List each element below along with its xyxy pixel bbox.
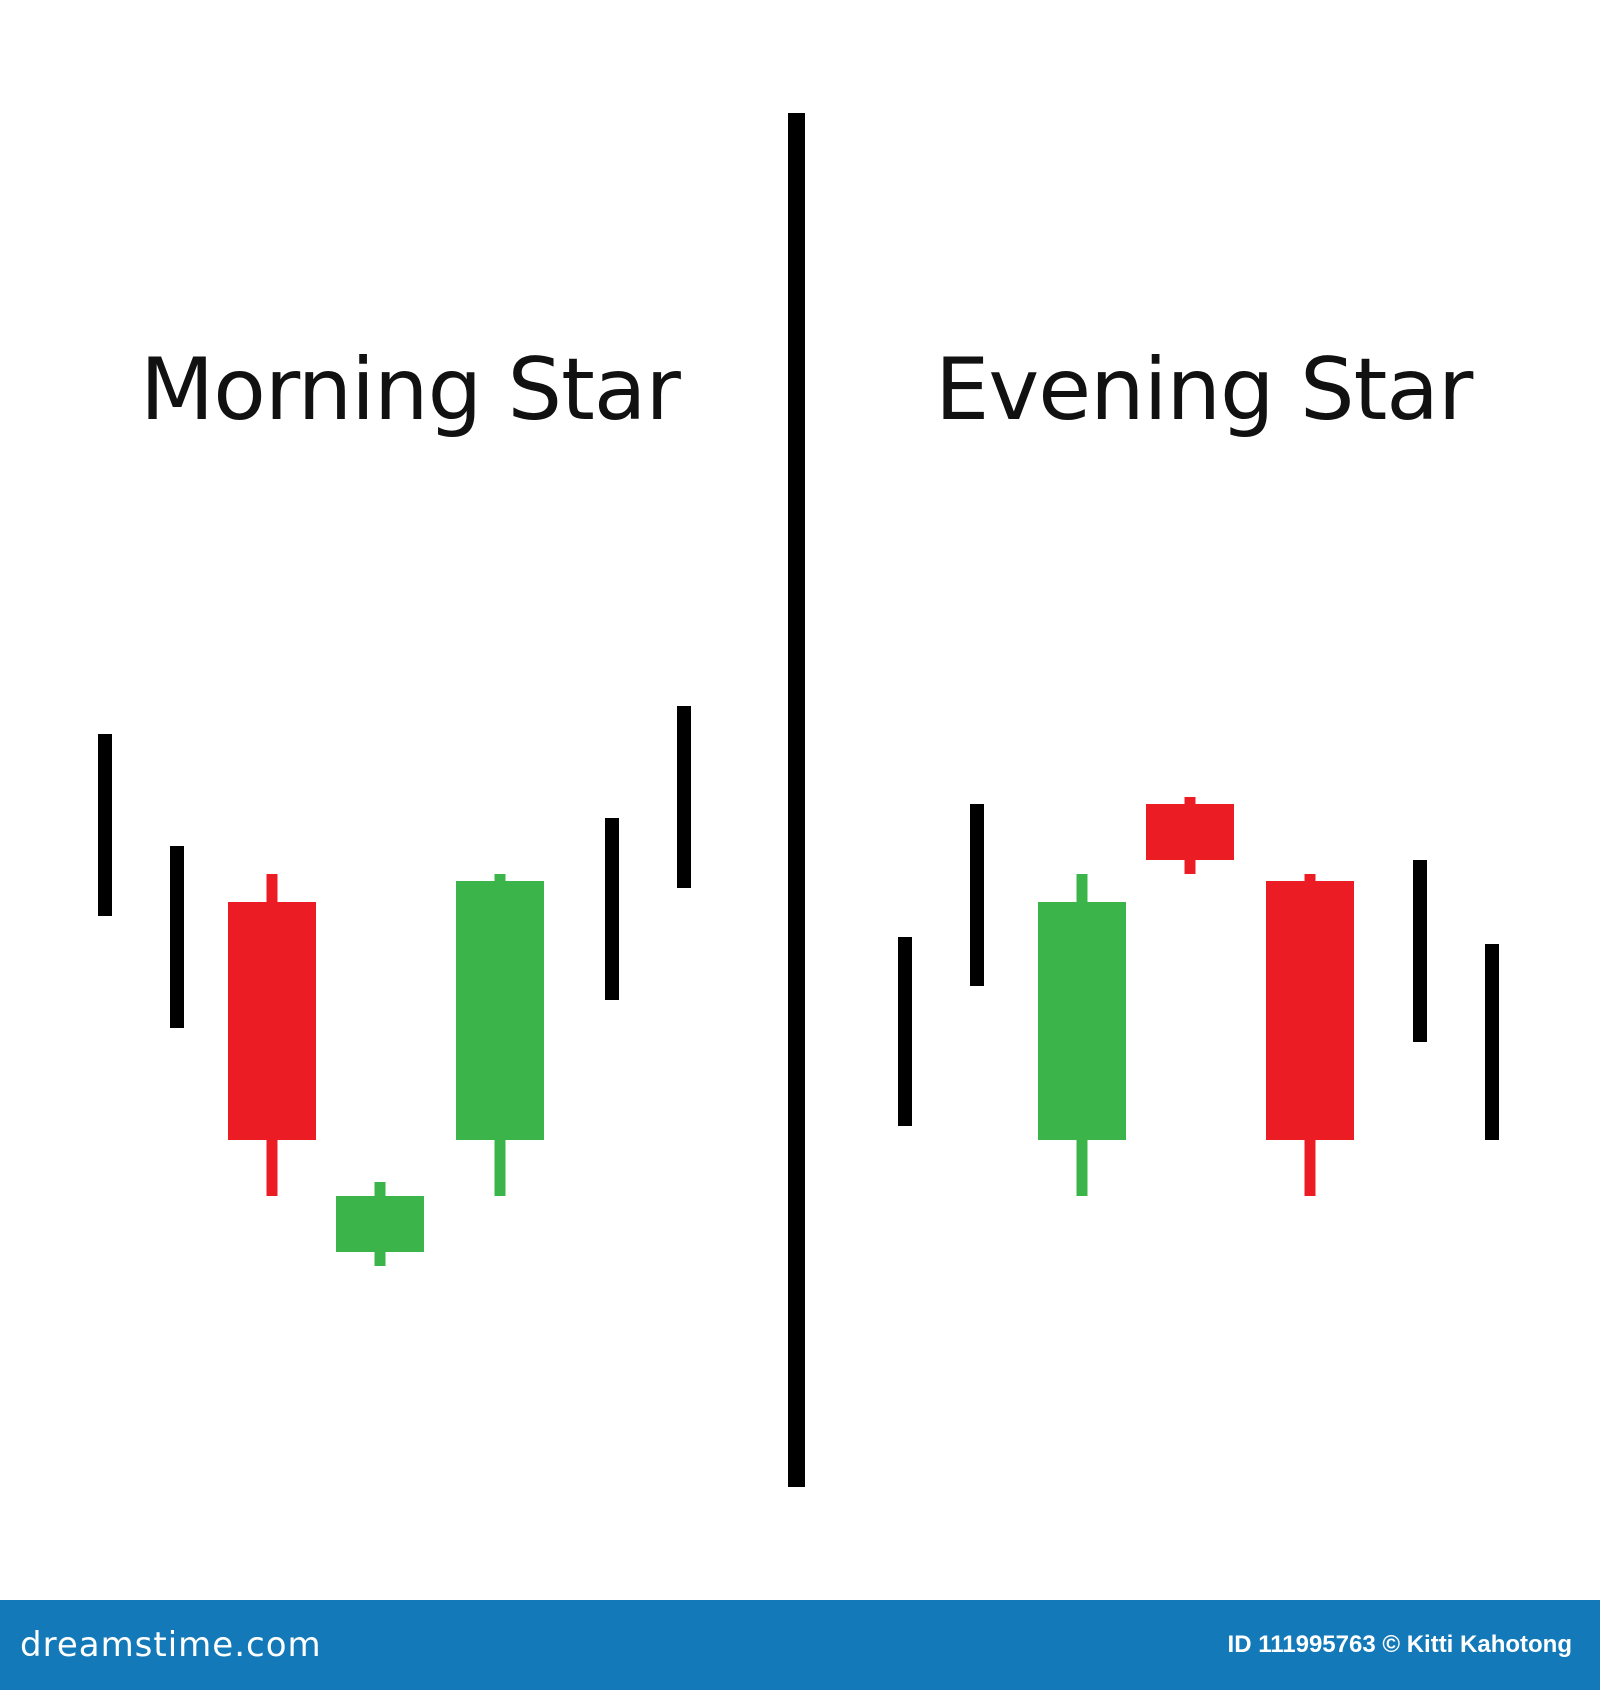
brand-logo: dreamstime.com — [20, 1625, 322, 1665]
evening-trend-line-1 — [898, 937, 912, 1126]
image-credit: ID 111995763 © Kitti Kahotong — [1227, 1631, 1572, 1658]
morning-candle-4-body-bullish — [336, 1196, 424, 1252]
evening-candle-4-body-bearish — [1146, 804, 1234, 860]
morning-trend-line-6 — [605, 818, 619, 1000]
evening-trend-line-7 — [1485, 944, 1499, 1140]
evening-trend-line-2 — [970, 804, 984, 986]
candlestick-chart-canvas — [98, 113, 1499, 1487]
morning-trend-line-2 — [170, 846, 184, 1028]
morning-trend-line-1 — [98, 734, 112, 916]
evening-candle-3-body-bullish — [1038, 902, 1126, 1140]
evening-star-title: Evening Star — [935, 340, 1473, 440]
morning-candle-5-body-bullish — [456, 881, 544, 1140]
morning-star-title: Morning Star — [140, 340, 681, 440]
center-divider-line — [788, 113, 805, 1487]
morning-candle-3-body-bearish — [228, 902, 316, 1140]
candlestick-patterns-illustration: Morning Star Evening Star — [98, 113, 1499, 1487]
evening-trend-line-6 — [1413, 860, 1427, 1042]
footer-bar: dreamstime.com ID 111995763 © Kitti Kaho… — [0, 1600, 1600, 1690]
morning-trend-line-7 — [677, 706, 691, 888]
evening-candle-5-body-bearish — [1266, 881, 1354, 1140]
